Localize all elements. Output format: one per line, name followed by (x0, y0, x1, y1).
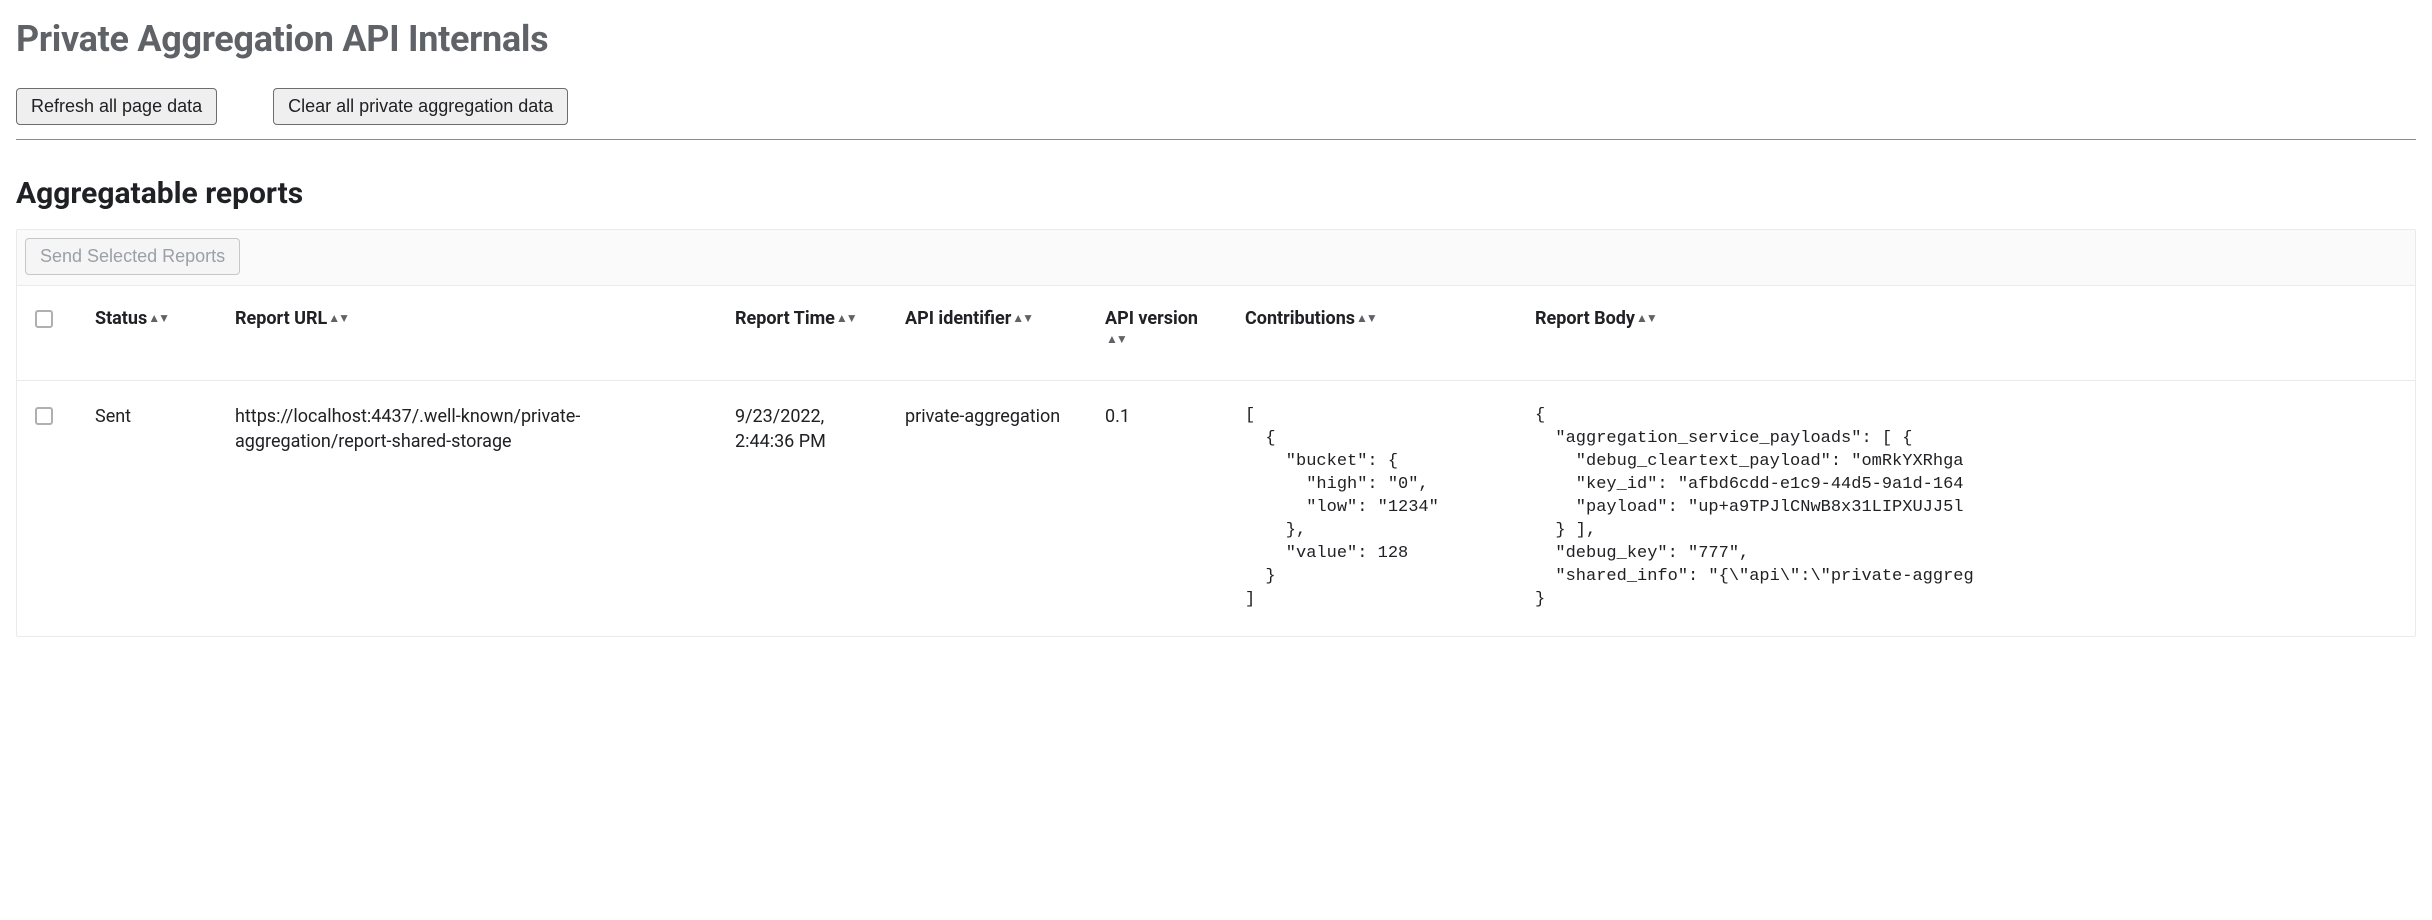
reports-table: Status▲▼ Report URL▲▼ Report Time▲▼ API … (17, 286, 2415, 635)
cell-api-version: 0.1 (1087, 381, 1227, 636)
select-all-header (17, 286, 77, 381)
table-toolbar: Send Selected Reports (17, 230, 2415, 286)
sort-icon: ▲▼ (1012, 311, 1032, 325)
col-report-time[interactable]: Report Time▲▼ (717, 286, 887, 381)
report-body-json: { "aggregation_service_payloads": [ { "d… (1535, 405, 2397, 611)
col-report-url-label: Report URL (235, 308, 327, 329)
cell-report-body: { "aggregation_service_payloads": [ { "d… (1517, 381, 2415, 636)
col-api-identifier[interactable]: API identifier▲▼ (887, 286, 1087, 381)
col-api-identifier-label: API identifier (905, 308, 1011, 329)
cell-status: Sent (77, 381, 217, 636)
col-report-body-label: Report Body (1535, 308, 1635, 329)
col-contributions-label: Contributions (1245, 308, 1355, 329)
send-selected-button[interactable]: Send Selected Reports (25, 238, 240, 275)
clear-data-button[interactable]: Clear all private aggregation data (273, 88, 568, 125)
col-status[interactable]: Status▲▼ (77, 286, 217, 381)
table-row: Sent https://localhost:4437/.well-known/… (17, 381, 2415, 636)
table-header-row: Status▲▼ Report URL▲▼ Report Time▲▼ API … (17, 286, 2415, 381)
col-contributions[interactable]: Contributions▲▼ (1227, 286, 1517, 381)
col-report-time-label: Report Time (735, 308, 835, 329)
refresh-button[interactable]: Refresh all page data (16, 88, 217, 125)
contributions-json: [ { "bucket": { "high": "0", "low": "123… (1245, 405, 1499, 611)
col-report-url[interactable]: Report URL▲▼ (217, 286, 717, 381)
cell-report-url: https://localhost:4437/.well-known/priva… (217, 381, 717, 636)
cell-report-time: 9/23/2022, 2:44:36 PM (717, 381, 887, 636)
top-toolbar: Refresh all page data Clear all private … (16, 88, 2416, 125)
col-api-version-label: API version (1105, 308, 1198, 329)
page-title: Private Aggregation API Internals (16, 18, 2416, 60)
row-checkbox[interactable] (35, 407, 53, 425)
select-all-checkbox[interactable] (35, 310, 53, 328)
col-status-label: Status (95, 308, 147, 329)
sort-icon: ▲▼ (836, 311, 856, 325)
sort-icon: ▲▼ (328, 311, 348, 325)
sort-icon: ▲▼ (148, 311, 168, 325)
sort-icon: ▲▼ (1356, 311, 1376, 325)
col-api-version[interactable]: API version ▲▼ (1087, 286, 1227, 381)
col-report-body[interactable]: Report Body▲▼ (1517, 286, 2415, 381)
section-title: Aggregatable reports (16, 176, 2416, 211)
cell-contributions: [ { "bucket": { "high": "0", "low": "123… (1227, 381, 1517, 636)
sort-icon: ▲▼ (1636, 311, 1656, 325)
cell-api-identifier: private-aggregation (887, 381, 1087, 636)
sort-icon: ▲▼ (1106, 332, 1126, 346)
section-divider (16, 139, 2416, 140)
reports-table-container: Send Selected Reports Status▲ (16, 229, 2416, 637)
